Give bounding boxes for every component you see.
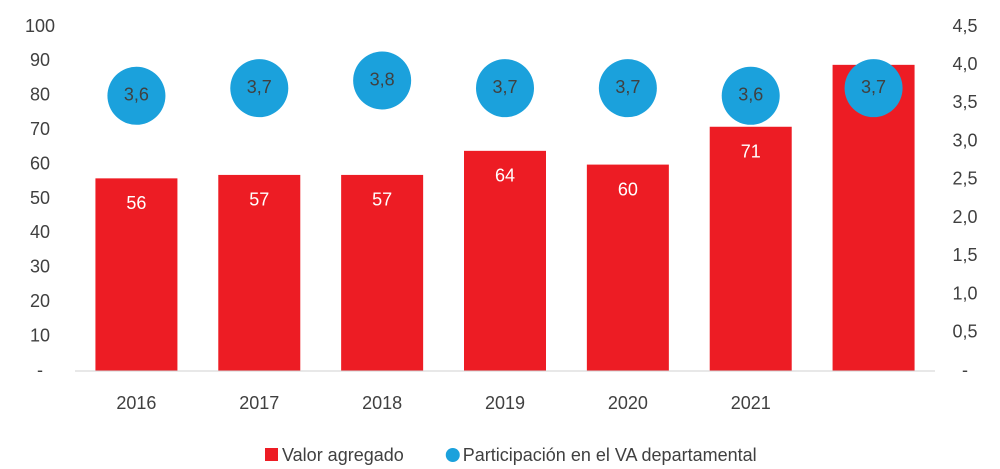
bubble-value-label: 3,8	[370, 69, 395, 89]
legend-label: Valor agregado	[282, 445, 404, 465]
y2-tick-label: 1,0	[952, 283, 977, 303]
x-tick-label: 2017	[239, 393, 279, 413]
bar	[464, 150, 546, 371]
bar-value-label: 56	[126, 193, 146, 213]
y-tick-label: 30	[30, 257, 50, 277]
bar	[218, 174, 301, 371]
bar-value-label: 64	[495, 166, 515, 186]
y-tick-label: 80	[30, 85, 50, 105]
y-tick-label: -	[37, 360, 43, 380]
x-tick-label: 2016	[116, 393, 156, 413]
bar	[586, 164, 669, 371]
y-tick-label: 20	[30, 291, 50, 311]
bubble-value-label: 3,7	[615, 77, 640, 97]
bubble	[230, 59, 289, 118]
bar-value-label: 71	[741, 142, 761, 162]
bubble-value-label: 3,6	[738, 85, 763, 105]
y-tick-label: 10	[30, 325, 50, 345]
x-tick-label: 2019	[485, 393, 525, 413]
bubble	[107, 66, 166, 125]
bubble	[476, 59, 534, 118]
legend-label: Participación en el VA departamental	[463, 445, 757, 465]
x-tick-label: 2021	[731, 393, 771, 413]
bubble	[353, 51, 412, 110]
bar	[709, 126, 792, 371]
y-tick-label: 100	[25, 16, 55, 36]
bubble	[598, 59, 657, 118]
y2-tick-label: 2,5	[952, 169, 977, 189]
y2-tick-label: 3,0	[952, 130, 977, 150]
bubble	[721, 66, 780, 125]
legend-swatch	[265, 448, 278, 461]
y2-tick-label: 4,0	[952, 54, 977, 74]
bubble	[844, 59, 903, 118]
y-tick-label: 40	[30, 222, 50, 242]
y-tick-label: 70	[30, 119, 50, 139]
x-tick-label: 2018	[362, 393, 402, 413]
bar-value-label: 60	[618, 179, 638, 199]
y2-tick-label: 4,5	[952, 16, 977, 36]
bubble-value-label: 3,6	[124, 85, 149, 105]
bubble-value-label: 3,7	[492, 77, 517, 97]
y2-tick-label: 0,5	[952, 322, 977, 342]
x-tick-label: 2020	[608, 393, 648, 413]
y2-tick-label: 2,0	[952, 207, 977, 227]
bubble-value-label: 3,7	[247, 77, 272, 97]
y2-tick-label: -	[962, 360, 968, 380]
y2-tick-label: 1,5	[952, 245, 977, 265]
y-tick-label: 90	[30, 50, 50, 70]
bar	[95, 178, 178, 371]
y-tick-label: 60	[30, 153, 50, 173]
legend-swatch	[445, 448, 460, 462]
y2-tick-label: 3,5	[952, 92, 977, 112]
bar-value-label: 57	[249, 190, 269, 210]
bubble-value-label: 3,7	[861, 77, 886, 97]
bar-value-label: 57	[372, 190, 392, 210]
y-tick-label: 50	[30, 188, 50, 208]
bar	[341, 174, 424, 371]
